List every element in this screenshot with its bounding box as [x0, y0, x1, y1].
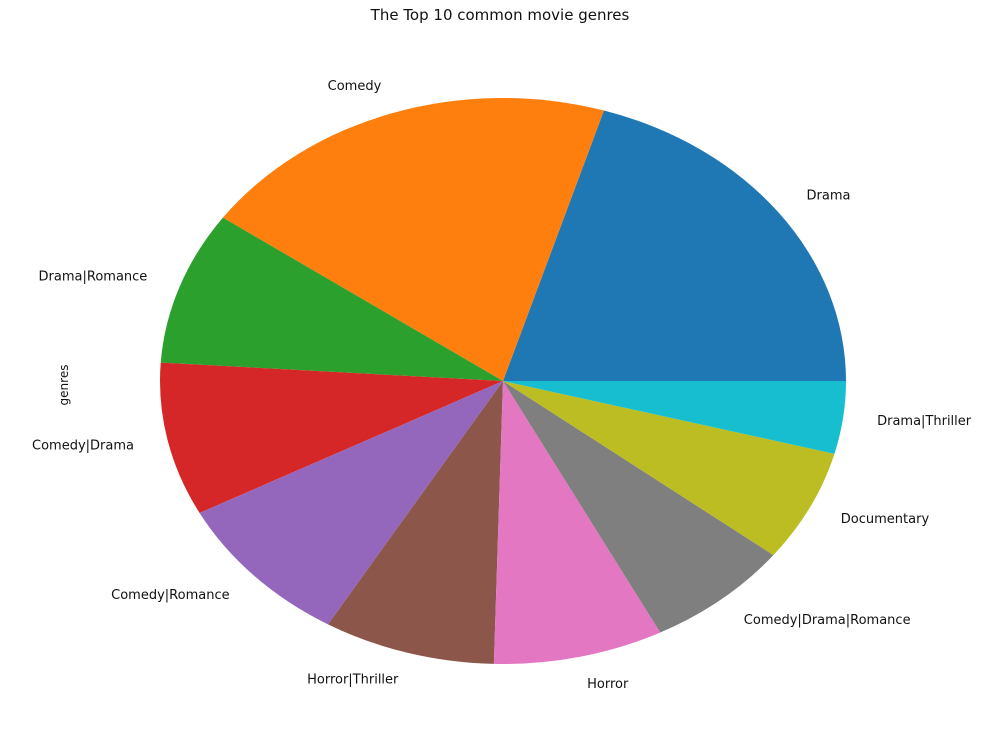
- pie-slice-horror-thriller: [328, 381, 503, 664]
- pie-label-drama-thriller: Drama|Thriller: [877, 414, 972, 429]
- pie-label-comedy: Comedy: [328, 79, 382, 94]
- chart-title: The Top 10 common movie genres: [370, 6, 630, 24]
- y-axis-label: genres: [57, 365, 71, 406]
- pie-slice-documentary: [503, 381, 835, 556]
- pie-slice-drama-romance: [160, 217, 504, 381]
- pie-label-horror-thriller: Horror|Thriller: [307, 673, 399, 688]
- pie-slice-comedy: [222, 98, 604, 381]
- pie-slices: [160, 98, 846, 665]
- pie-slice-comedy-drama: [160, 362, 503, 513]
- pie-slice-comedy-romance: [199, 381, 503, 625]
- pie-label-comedy-romance: Comedy|Romance: [111, 588, 229, 603]
- pie-label-drama-romance: Drama|Romance: [39, 270, 148, 285]
- pie-label-horror: Horror: [587, 677, 629, 692]
- pie-slice-comedy-drama-romance: [503, 381, 774, 633]
- pie-slice-drama-thriller: [503, 381, 846, 454]
- pie-slice-drama: [503, 110, 846, 381]
- pie-label-comedy-drama: Comedy|Drama: [32, 438, 134, 453]
- pie-label-comedy-drama-romance: Comedy|Drama|Romance: [744, 613, 911, 628]
- pie-slice-horror: [493, 381, 661, 665]
- pie-label-documentary: Documentary: [841, 512, 930, 527]
- pie-labels: Drama Comedy Drama|Romance Comedy|Drama Come…: [32, 79, 972, 692]
- pie-label-drama: Drama: [807, 189, 851, 204]
